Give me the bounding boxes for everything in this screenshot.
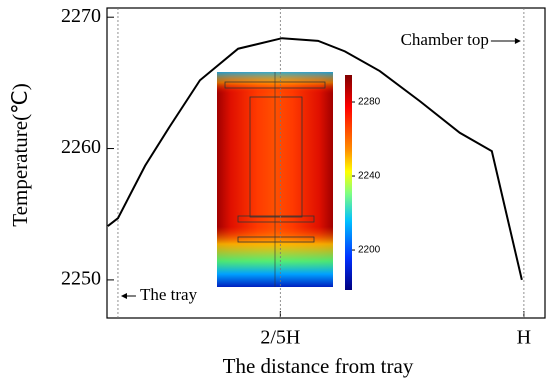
- x-tick-label: H: [517, 327, 531, 349]
- annotation-arrowhead: [120, 293, 127, 299]
- y-tick-label: 2270: [61, 5, 101, 27]
- annotation-arrowhead: [514, 38, 521, 44]
- y-axis-label: Temperature(℃): [8, 83, 32, 226]
- annotation: Chamber top: [401, 30, 489, 49]
- x-tick-label: 2/5H: [260, 327, 300, 349]
- annotation: The tray: [140, 285, 198, 304]
- inset-heatmap: [217, 72, 333, 287]
- colorbar-tick-label: 2280: [358, 97, 381, 108]
- data-line: [107, 37, 523, 281]
- colorbar: [345, 75, 352, 290]
- x-axis-label: The distance from tray: [223, 354, 414, 378]
- plot-frame: [106, 7, 546, 319]
- y-tick-label: 2260: [61, 136, 101, 158]
- colorbar-tick-label: 2240: [358, 171, 381, 182]
- y-tick-label: 2250: [61, 268, 101, 290]
- colorbar-tick-label: 2200: [358, 245, 381, 256]
